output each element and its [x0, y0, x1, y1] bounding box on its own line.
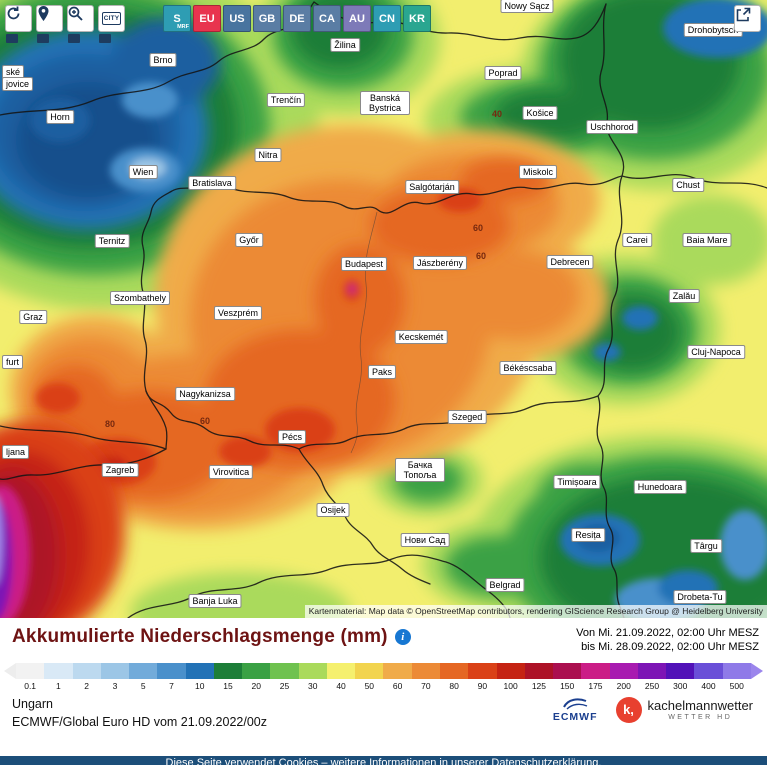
- legend-cell: [129, 662, 158, 679]
- legend-tick-label: 80: [449, 680, 459, 691]
- valid-from: Von Mi. 21.09.2022, 02:00 Uhr MESZ: [576, 627, 759, 639]
- legend-cell: [72, 662, 101, 679]
- legend-cell: [553, 662, 582, 679]
- legend-tick-label: 20: [251, 680, 261, 691]
- valid-to: bis Mi. 28.09.2022, 02:00 Uhr MESZ: [581, 641, 759, 654]
- region-tab-bar: S MRF EU US GB DE CA AU CN KR: [163, 5, 431, 32]
- legend-cell: [609, 662, 638, 679]
- legend-cell: [185, 662, 214, 679]
- legend-tick-label: 0.1: [24, 680, 37, 691]
- legend-cell: [468, 662, 497, 679]
- legend-tick-label: 100: [503, 680, 518, 691]
- notice-text: Diese Seite verwendet Cookies – weitere …: [165, 757, 602, 765]
- map-attribution: Kartenmaterial: Map data © OpenStreetMap…: [304, 605, 767, 618]
- legend-tick-label: 150: [560, 680, 575, 691]
- legend-arrow-left: [4, 662, 16, 679]
- weather-map[interactable]: Nowy Sącz Drohobytsch Brno ské jovice Žilina P…: [0, 0, 767, 618]
- legend-tick-label: 500: [729, 680, 744, 691]
- region-tab-eu[interactable]: EU: [193, 5, 221, 32]
- ecmwf-swirl-icon: [563, 698, 588, 710]
- legend-tick-label: 30: [308, 680, 318, 691]
- precipitation-layer: [0, 0, 767, 618]
- legend-tick-label: 200: [616, 680, 631, 691]
- legend-cell: [16, 662, 45, 679]
- legend-tick-label: 5: [140, 680, 146, 691]
- map-controls: CITY: [5, 5, 125, 43]
- kachelmann-name: kachelmannwetter: [647, 698, 754, 714]
- legend-tick-label: 50: [364, 680, 375, 691]
- legend-tick-label: 10: [194, 680, 205, 691]
- legend-cell: [581, 662, 610, 679]
- legend-cell: [100, 662, 130, 679]
- legend-tick-label: 1: [56, 680, 61, 691]
- page-title: Akkumulierte Niederschlagsmenge (mm): [12, 626, 388, 647]
- region-tab-de[interactable]: DE: [283, 5, 311, 32]
- refresh-button[interactable]: [5, 5, 32, 32]
- legend-cell: [411, 662, 440, 679]
- legend-cell: [524, 662, 554, 679]
- region-tab-ca[interactable]: CA: [313, 5, 341, 32]
- legend-tick-label: 15: [223, 680, 233, 691]
- legend-tick-label: 300: [673, 680, 688, 691]
- legend-tick-label: 25: [279, 680, 290, 691]
- share-button[interactable]: [734, 5, 761, 32]
- legend-cell: [213, 662, 243, 679]
- legend-cell: [326, 662, 356, 679]
- shortcut-badge: [99, 34, 111, 43]
- legend-tick-label: 40: [336, 680, 346, 691]
- map-meta: Ungarn ECMWF/Global Euro HD vom 21.09.20…: [12, 697, 267, 729]
- legend-tick-label: 90: [477, 680, 488, 691]
- region-tab-cn[interactable]: CN: [373, 5, 401, 32]
- legend-cell: [270, 662, 299, 679]
- kachelmann-mark-icon: k,: [615, 696, 642, 723]
- kachelmann-sub: WETTER HD: [668, 714, 733, 722]
- legend-tick-label: 60: [392, 680, 403, 691]
- shortcut-badge: [37, 34, 49, 43]
- legend-tick-label: 250: [644, 680, 660, 691]
- region-tab-us[interactable]: US: [223, 5, 251, 32]
- kachelmann-logo: k, kachelmannwetter WETTER HD: [615, 696, 754, 723]
- legend-tick-label: 7: [169, 680, 174, 691]
- legend-cell: [722, 662, 751, 679]
- ecmwf-logo: ECMWF: [553, 697, 598, 723]
- region-tab-s[interactable]: S MRF: [163, 5, 191, 32]
- shortcut-badge: [6, 34, 18, 43]
- legend-tick-label: 400: [701, 680, 716, 691]
- legend-colorbar: 0.1 1 2 3 5 7 10 15 20 25 30 40 50 60 70 80 90 100 125 150 1…: [0, 662, 767, 691]
- region-tab-au[interactable]: AU: [343, 5, 371, 32]
- legend-cell: [694, 662, 723, 679]
- legend-cell: [666, 662, 695, 679]
- legend-tick-label: 125: [531, 680, 546, 691]
- region-label: Ungarn: [12, 696, 53, 711]
- city-labels-icon: CITY: [101, 12, 122, 25]
- info-icon[interactable]: i: [394, 629, 411, 645]
- legend-cell: [355, 662, 384, 679]
- notice-bar: Diese Seite verwendet Cookies – weitere …: [0, 756, 767, 765]
- shortcut-badge: [68, 34, 80, 43]
- legend-tick-label: 3: [112, 680, 118, 691]
- model-run: ECMWF/Global Euro HD vom 21.09.2022/00z: [12, 714, 267, 729]
- legend-cell: [383, 662, 412, 679]
- valid-period: Von Mi. 21.09.2022, 02:00 Uhr MESZ bis M…: [576, 626, 759, 655]
- share-icon: [736, 7, 751, 22]
- legend-cell: [496, 662, 525, 679]
- legend-cell: [242, 662, 271, 679]
- city-labels-button[interactable]: CITY: [98, 5, 125, 32]
- legend-cell: [439, 662, 469, 679]
- legend-cell: [637, 662, 667, 679]
- legend-arrow-right: [751, 662, 763, 679]
- locate-button[interactable]: [36, 5, 63, 32]
- legend-panel: Akkumulierte Niederschlagsmenge (mm) i V…: [0, 618, 767, 756]
- zoom-in-button[interactable]: [67, 5, 94, 32]
- legend-tick-label: 70: [421, 680, 431, 691]
- legend-tick-label: 175: [588, 680, 603, 691]
- legend-tick-label: 2: [84, 680, 90, 691]
- region-tab-gb[interactable]: GB: [253, 5, 281, 32]
- region-tab-kr[interactable]: KR: [403, 5, 431, 32]
- legend-cell: [44, 662, 73, 679]
- legend-cell: [298, 662, 327, 679]
- legend-cell: [157, 662, 186, 679]
